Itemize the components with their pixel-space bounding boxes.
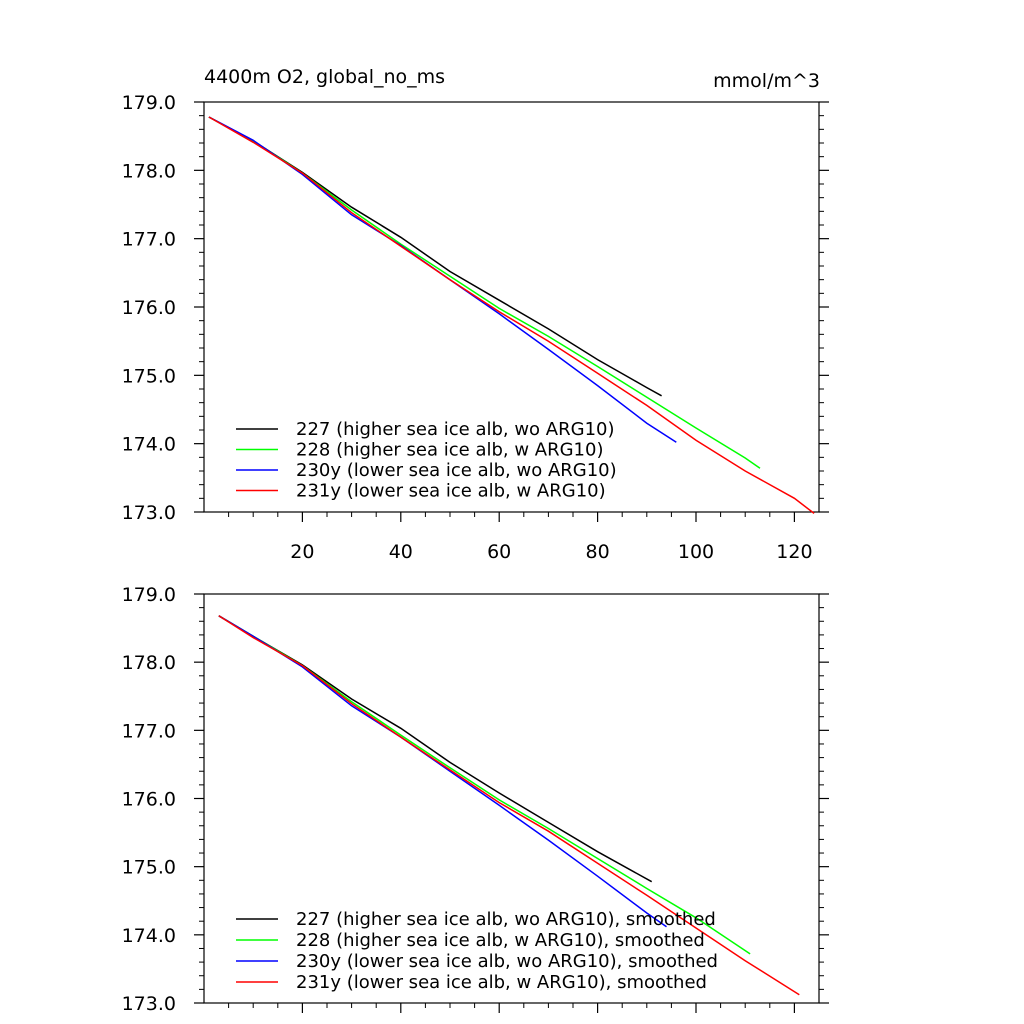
series-line-4 [208,116,815,514]
y-tick-label: 178.0 [122,160,176,182]
series-line-2 [208,116,761,469]
legend-label: 227 (higher sea ice alb, wo ARG10) [296,419,615,440]
x-tick-label: 60 [487,541,511,563]
y-tick-label: 177.0 [122,229,176,251]
series-line-2 [218,615,751,955]
x-tick-label: 100 [678,541,714,563]
units-label: mmol/m^3 [713,70,820,92]
y-tick-label: 175.0 [122,365,176,387]
x-tick-label: 80 [586,541,610,563]
series-line-4 [218,615,800,996]
x-tick-label: 40 [389,541,413,563]
chart-title: 4400m O2, global_no_ms [204,66,445,88]
legend-label: 230y (lower sea ice alb, wo ARG10), smoo… [296,951,718,972]
legend-label: 231y (lower sea ice alb, w ARG10), smoot… [296,972,707,993]
y-tick-label: 173.0 [122,502,176,524]
legend-label: 230y (lower sea ice alb, wo ARG10) [296,460,617,481]
legend-label: 228 (higher sea ice alb, w ARG10) [296,440,603,461]
legend-label: 228 (higher sea ice alb, w ARG10), smoot… [296,930,705,951]
series-line-3 [218,615,667,928]
series-line-3 [208,116,677,443]
y-tick-label: 173.0 [122,993,176,1015]
y-tick-label: 176.0 [122,297,176,319]
series-line-1 [208,116,662,397]
y-tick-label: 174.0 [122,434,176,456]
y-tick-label: 177.0 [122,720,176,742]
legend-label: 231y (lower sea ice alb, w ARG10) [296,481,606,502]
y-tick-label: 175.0 [122,857,176,879]
top-panel: 173.0 174.0 175.0 176.0 177.0 178.0 179.0 20 40 6… [122,92,829,563]
y-tick-label: 179.0 [122,92,176,114]
bottom-panel: 173.0 174.0 175.0 176.0 177.0 178.0 179.0 227 (… [122,584,829,1015]
y-tick-label: 174.0 [122,925,176,947]
legend-label: 227 (higher sea ice alb, wo ARG10), smoo… [296,909,716,930]
y-tick-label: 176.0 [122,789,176,811]
x-tick-label: 120 [776,541,812,563]
y-tick-label: 178.0 [122,652,176,674]
x-tick-label: 20 [290,541,314,563]
y-tick-label: 179.0 [122,584,176,606]
